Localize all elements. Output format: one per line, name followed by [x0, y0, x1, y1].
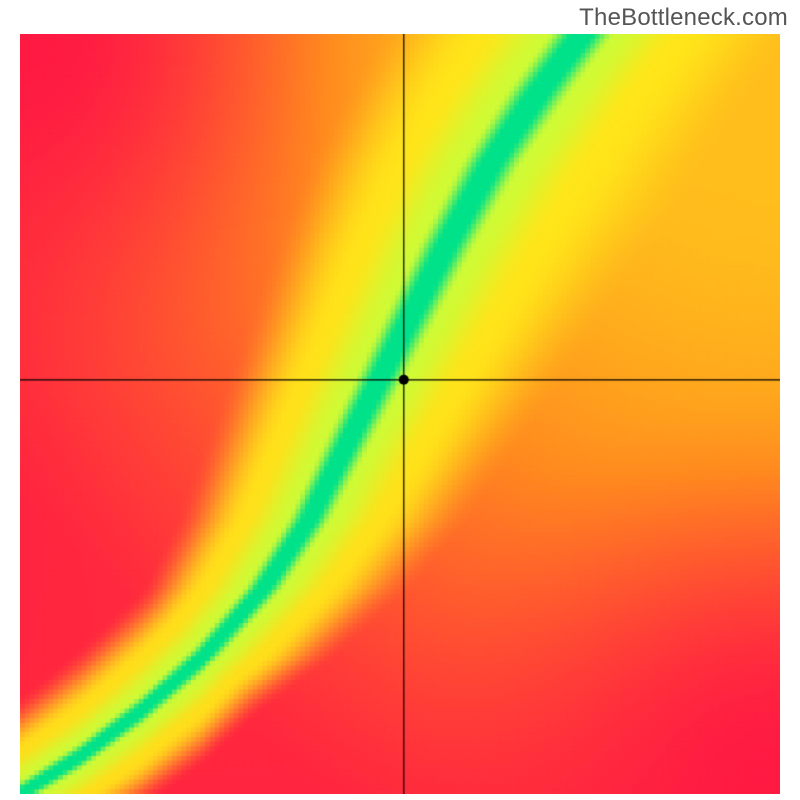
chart-container: TheBottleneck.com	[0, 0, 800, 800]
watermark-text: TheBottleneck.com	[579, 4, 788, 32]
bottleneck-heatmap	[20, 34, 780, 794]
